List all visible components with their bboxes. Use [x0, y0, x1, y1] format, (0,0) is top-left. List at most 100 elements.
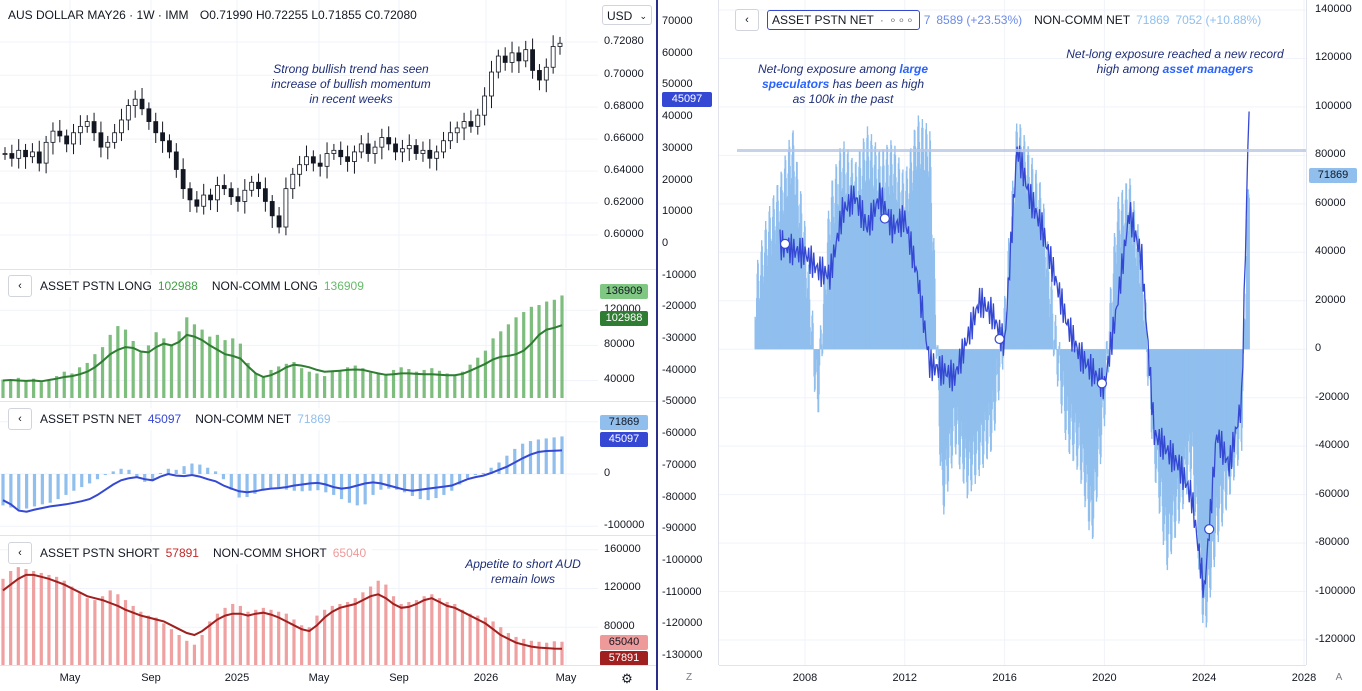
bar [147, 616, 150, 666]
left-settings-corner[interactable]: ⚙ [598, 665, 656, 691]
bar [466, 474, 469, 478]
bar [545, 643, 548, 666]
long-label-1: ASSET PSTN LONG [40, 279, 152, 293]
bar [162, 338, 165, 398]
bar [415, 372, 418, 398]
candle-body [167, 141, 171, 152]
bar [96, 474, 99, 479]
axis-tick-label: -110000 [662, 586, 702, 598]
collapse-button[interactable]: ‹ [8, 542, 32, 564]
bar [338, 604, 341, 666]
axis-tick-label: 20000 [1315, 294, 1346, 306]
bar [32, 571, 35, 666]
z-button[interactable]: Z [680, 670, 698, 686]
bar [1059, 342, 1060, 349]
candle-body [44, 142, 48, 163]
time-tick-label: 2008 [793, 672, 817, 684]
bar [522, 312, 525, 398]
candle-body [421, 150, 425, 153]
axis-tick-label: 0 [1315, 342, 1321, 354]
net-pane[interactable]: ‹ ASSET PSTN NET 45097 NON-COMM NET 7186… [0, 401, 598, 535]
bar [25, 474, 28, 509]
bar [400, 367, 403, 398]
bar [308, 627, 311, 666]
axis-tick-label: 60000 [1315, 197, 1346, 209]
short-tag-top: 65040 [600, 635, 648, 650]
time-tick-label: May [60, 672, 81, 684]
price-pane[interactable]: AUS DOLLAR MAY26 · 1W · IMM O0.71990 H0.… [0, 0, 598, 268]
short-pane[interactable]: ‹ ASSET PSTN SHORT 57891 NON-COMM SHORT … [0, 535, 598, 666]
bar [41, 474, 44, 504]
axis-tick-label: 120000 [1315, 51, 1352, 63]
long-pane[interactable]: ‹ ASSET PSTN LONG 102988 NON-COMM LONG 1… [0, 269, 598, 401]
bar [469, 614, 472, 666]
time-tick-label: Sep [141, 672, 161, 684]
axis-tick-label: 60000 [662, 47, 693, 59]
high-label: H [256, 8, 265, 22]
bar [261, 474, 264, 490]
bar [384, 374, 387, 398]
bar [119, 469, 122, 474]
candle-body [154, 122, 158, 133]
bar [937, 345, 938, 349]
interval[interactable]: 1W [137, 8, 155, 22]
series-line [3, 450, 562, 511]
long-value-1: 102988 [158, 279, 198, 293]
bar [70, 587, 73, 666]
candle-body [51, 131, 55, 142]
bar [9, 380, 12, 398]
currency-select[interactable]: USD ⌄ [602, 5, 652, 25]
a-button[interactable]: A [1330, 670, 1348, 686]
bar [47, 380, 50, 398]
gear-icon[interactable]: ⚙ [621, 671, 633, 687]
candle-body [161, 133, 165, 141]
bar [63, 581, 66, 666]
collapse-button[interactable]: ‹ [8, 275, 32, 297]
symbol-name[interactable]: AUS DOLLAR MAY26 [8, 8, 126, 22]
bar [198, 465, 201, 474]
bar [162, 623, 165, 666]
candle-body [510, 53, 514, 63]
bar [47, 575, 50, 666]
axis-tick-label: -120000 [1315, 633, 1355, 645]
bar [369, 373, 372, 398]
collapse-button[interactable]: ‹ [8, 408, 32, 430]
net-axis[interactable]: 1000000-100000 71869 45097 [598, 401, 656, 535]
collapse-button[interactable]: ‹ [735, 9, 759, 31]
event-marker [1205, 525, 1214, 534]
bar [1106, 341, 1107, 349]
candle-body [250, 182, 254, 190]
candle-body [476, 115, 480, 126]
bar [438, 598, 441, 666]
study-title-box[interactable]: ASSET PSTN NET · ∘∘∘ [767, 10, 920, 30]
candle-body [558, 43, 562, 46]
bar [55, 577, 58, 666]
bar [308, 372, 311, 398]
right-chart-pane[interactable]: ‹ ASSET PSTN NET · ∘∘∘ 7 8589 (+23.53%) … [719, 0, 1306, 665]
bar [537, 305, 540, 398]
event-marker [781, 239, 790, 248]
bar [300, 625, 303, 666]
bar [419, 474, 422, 499]
chevron-left-icon: ‹ [18, 280, 22, 292]
candle-body [188, 189, 192, 200]
bar [193, 645, 196, 666]
axis-tick-label: -100000 [604, 519, 644, 531]
candle-body [229, 189, 233, 197]
bar [505, 456, 508, 474]
bar [170, 345, 173, 398]
time-tick-label: May [309, 672, 330, 684]
candle-body [126, 106, 130, 120]
annotation-text: Net-long exposure reached a new record [1049, 47, 1301, 62]
bar [101, 596, 104, 666]
bar [101, 347, 104, 398]
price-chart[interactable] [0, 0, 598, 268]
more-icon[interactable]: · ∘∘∘ [880, 13, 915, 27]
